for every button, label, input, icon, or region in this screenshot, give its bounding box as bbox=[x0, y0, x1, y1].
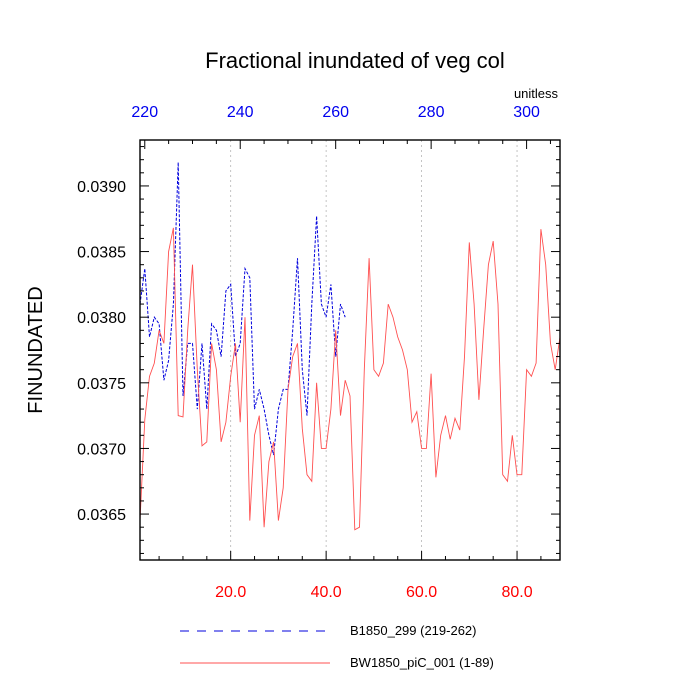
plot-frame bbox=[139, 139, 561, 561]
tick-labels: 0.0365 0.0370 0.0375 0.0380 0.0385 0.0390 20.0… bbox=[77, 104, 540, 601]
y-tick-label-2: 0.0375 bbox=[77, 376, 126, 393]
legend-label-b1850-299: B1850_299 (219-262) bbox=[350, 623, 477, 638]
bottom-tick-label-3: 80.0 bbox=[501, 584, 532, 601]
bottom-tick-label-0: 20.0 bbox=[215, 584, 246, 601]
y-tick-label-0: 0.0365 bbox=[77, 507, 126, 524]
top-tick-label-4: 300 bbox=[513, 104, 540, 121]
top-tick-label-0: 220 bbox=[131, 104, 158, 121]
top-tick-label-2: 260 bbox=[322, 104, 349, 121]
y-axis-label: FINUNDATED bbox=[25, 286, 47, 413]
tick-marks bbox=[140, 140, 560, 560]
legend: B1850_299 (219-262) BW1850_piC_001 (1-89… bbox=[180, 623, 494, 670]
series-line-0 bbox=[139, 162, 346, 456]
top-tick-label-1: 240 bbox=[227, 104, 254, 121]
bottom-tick-label-1: 40.0 bbox=[311, 584, 342, 601]
chart-title: Fractional inundated of veg col bbox=[205, 48, 505, 73]
y-tick-label-5: 0.0390 bbox=[77, 179, 126, 196]
series-line-1 bbox=[139, 227, 561, 531]
bottom-tick-label-2: 60.0 bbox=[406, 584, 437, 601]
series-layer bbox=[139, 162, 561, 531]
y-tick-label-3: 0.0380 bbox=[77, 310, 126, 327]
units-label: unitless bbox=[514, 86, 559, 101]
legend-label-bw1850-pic-001: BW1850_piC_001 (1-89) bbox=[350, 655, 494, 670]
y-tick-label-1: 0.0370 bbox=[77, 441, 126, 458]
grid-lines bbox=[230, 140, 518, 560]
top-tick-label-3: 280 bbox=[418, 104, 445, 121]
y-tick-label-4: 0.0385 bbox=[77, 245, 126, 262]
